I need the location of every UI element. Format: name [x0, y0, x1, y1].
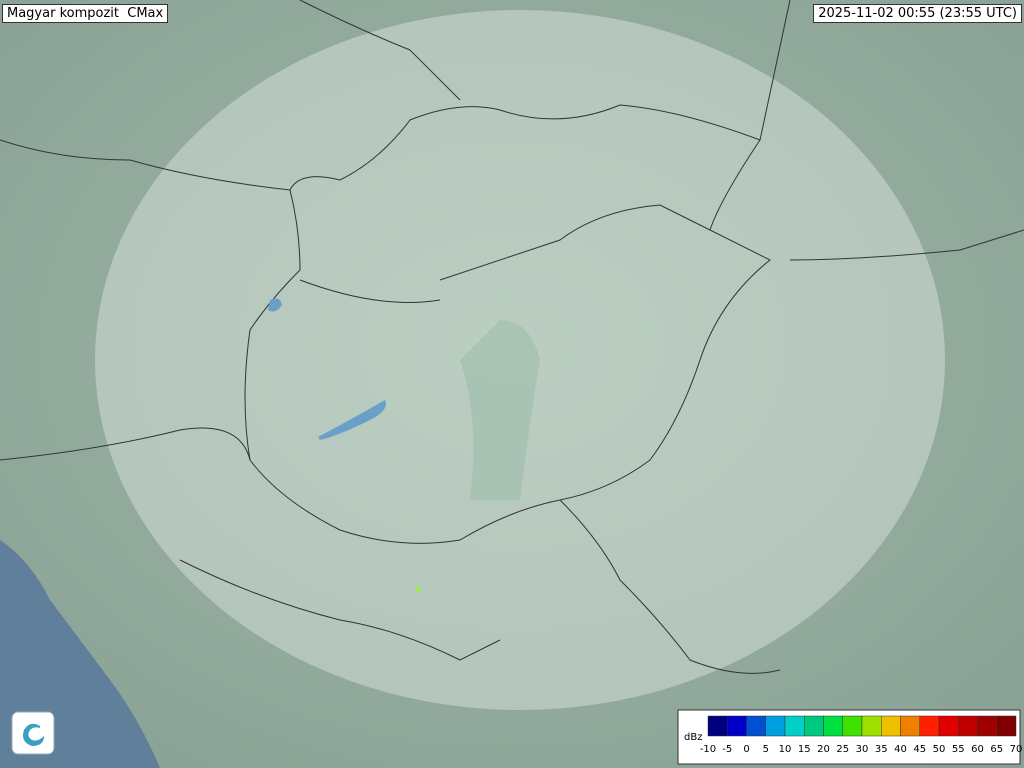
legend-tick: 50	[933, 744, 946, 755]
legend-swatch	[746, 715, 766, 737]
legend-tick: 60	[971, 744, 984, 755]
legend-tick: 0	[743, 744, 749, 755]
legend-swatch	[958, 715, 978, 737]
legend-swatch	[842, 715, 863, 737]
legend-tick: 15	[798, 744, 811, 755]
legend-tick: 35	[875, 744, 888, 755]
legend: -10 -5 0 5 10 15 20 25 30 35 40 45 50 55 60 65 70	[700, 715, 1023, 755]
legend-tick: 20	[817, 744, 830, 755]
legend-tick: 25	[836, 744, 849, 755]
legend-tick: 40	[894, 744, 907, 755]
legend-swatch	[977, 715, 997, 737]
legend-swatch	[919, 715, 940, 737]
legend-swatch	[707, 715, 728, 737]
legend-unit: dBz	[684, 732, 702, 743]
logo-mark	[23, 723, 44, 746]
legend-swatch	[823, 715, 843, 737]
legend-swatch	[900, 715, 920, 737]
legend-swatch	[727, 715, 747, 737]
legend-tick: 30	[856, 744, 869, 755]
legend-swatch	[804, 715, 824, 737]
legend-swatch	[861, 715, 882, 737]
legend-swatch	[938, 715, 959, 737]
logo	[11, 711, 55, 755]
plain	[460, 320, 540, 500]
sea	[0, 540, 160, 768]
legend-tick: -5	[722, 744, 732, 755]
legend-tick: 70	[1010, 744, 1023, 755]
title: Magyar kompozit CMax	[2, 4, 169, 23]
legend-swatch	[881, 715, 901, 737]
legend-swatch	[996, 715, 1017, 737]
borders	[0, 0, 1024, 674]
legend-swatch	[784, 715, 805, 737]
legend-tick: 10	[779, 744, 792, 755]
lakes	[268, 298, 386, 440]
echo	[416, 587, 420, 591]
legend-tick: 5	[763, 744, 769, 755]
legend-tick: 45	[913, 744, 926, 755]
legend-tick: 65	[990, 744, 1003, 755]
legend-tick: 55	[952, 744, 965, 755]
timestamp: 2025-11-02 00:55 (23:55 UTC)	[813, 4, 1022, 23]
legend-tick: -10	[700, 744, 716, 755]
legend-swatch	[765, 715, 786, 737]
